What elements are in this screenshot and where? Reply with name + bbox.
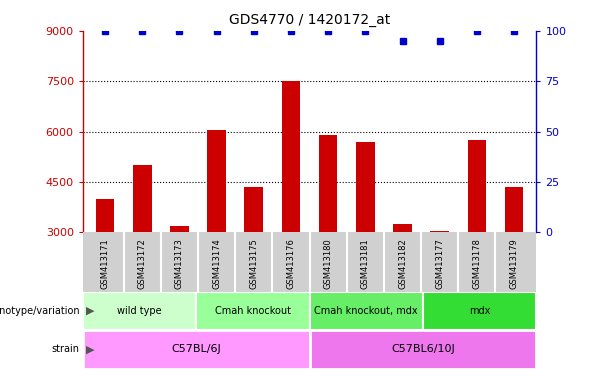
Bar (468, 140, 486, 232)
Bar (196, 292, 310, 330)
Bar (282, 81, 300, 232)
Bar (170, 226, 189, 232)
Text: ▶: ▶ (86, 306, 94, 316)
Text: GSM413176: GSM413176 (286, 238, 295, 289)
Bar (504, 187, 524, 232)
Bar (96, 199, 115, 232)
Text: C57BL/6J: C57BL/6J (171, 344, 221, 354)
Bar (423, 292, 536, 330)
Text: wild type: wild type (117, 306, 162, 316)
Text: Cmah knockout: Cmah knockout (215, 306, 291, 316)
Text: mdx: mdx (469, 306, 490, 316)
Text: GSM413175: GSM413175 (249, 238, 258, 289)
Text: GSM413174: GSM413174 (212, 238, 221, 289)
Text: GSM413181: GSM413181 (361, 238, 370, 289)
Bar (393, 224, 412, 232)
Text: C57BL6/10J: C57BL6/10J (391, 344, 455, 354)
Bar (310, 292, 423, 330)
Text: GSM413173: GSM413173 (175, 238, 184, 289)
Text: Cmah knockout, mdx: Cmah knockout, mdx (314, 306, 418, 316)
Bar (319, 135, 337, 232)
Text: GSM413182: GSM413182 (398, 238, 407, 289)
Bar (207, 130, 226, 232)
Text: genotype/variation: genotype/variation (0, 306, 80, 316)
Text: ▶: ▶ (86, 344, 94, 354)
Bar (430, 231, 449, 232)
Text: GSM413177: GSM413177 (435, 238, 444, 289)
Text: GSM413180: GSM413180 (324, 238, 333, 289)
Text: GSM413172: GSM413172 (138, 238, 147, 289)
Title: GDS4770 / 1420172_at: GDS4770 / 1420172_at (229, 13, 390, 27)
Bar (83, 330, 310, 369)
Text: GSM413178: GSM413178 (473, 238, 481, 289)
Bar (356, 142, 375, 232)
Text: strain: strain (51, 344, 80, 354)
Bar (133, 165, 151, 232)
Bar (83, 292, 196, 330)
Text: GSM413179: GSM413179 (509, 238, 519, 289)
Bar (245, 187, 263, 232)
Text: GSM413171: GSM413171 (101, 238, 110, 289)
Bar (310, 330, 536, 369)
